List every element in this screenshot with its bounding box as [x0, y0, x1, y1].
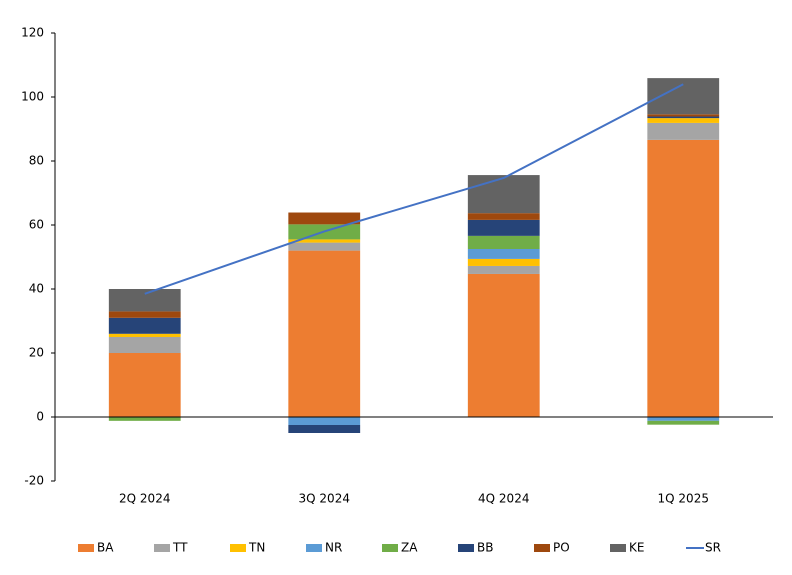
legend-label: BA — [97, 541, 114, 555]
bar-segment — [108, 353, 181, 417]
bar-segment — [108, 317, 181, 334]
bar-segment — [467, 175, 540, 214]
bar-segment — [467, 265, 540, 274]
bar-segment — [647, 116, 720, 119]
legend-swatch — [610, 544, 626, 552]
bar-segment — [647, 417, 720, 421]
bar-segment — [647, 114, 720, 117]
y-tick-label: 40 — [29, 282, 44, 296]
bar-segment — [647, 122, 720, 140]
bar-segment — [108, 289, 181, 312]
bar-segment — [108, 417, 181, 421]
legend-label: KE — [629, 541, 644, 555]
x-tick-label: 1Q 2025 — [658, 492, 709, 506]
y-tick-label: 0 — [36, 410, 44, 424]
bar-segment — [467, 235, 540, 249]
legend-swatch — [230, 544, 246, 552]
bar-segment — [647, 420, 720, 425]
legend-label: TN — [248, 541, 265, 555]
bar-segment — [288, 239, 361, 243]
legend-label: PO — [553, 541, 570, 555]
bar-segment — [467, 273, 540, 417]
y-tick-label: 120 — [21, 26, 44, 40]
bar-segment — [467, 219, 540, 236]
legend-label: NR — [325, 541, 342, 555]
legend-swatch — [382, 544, 398, 552]
y-tick-label: 100 — [21, 90, 44, 104]
bar-segment — [288, 425, 361, 433]
bar-segment — [647, 139, 720, 417]
legend-swatch — [306, 544, 322, 552]
legend-swatch — [78, 544, 94, 552]
x-tick-label: 4Q 2024 — [478, 492, 529, 506]
bar-segment — [108, 333, 181, 337]
y-tick-label: 80 — [29, 154, 44, 168]
x-tick-label: 3Q 2024 — [299, 492, 350, 506]
legend-label: BB — [477, 541, 493, 555]
legend-label: SR — [705, 541, 721, 555]
bar-segment — [467, 249, 540, 259]
y-tick-label: 20 — [29, 346, 44, 360]
line-series — [144, 83, 684, 295]
bar-segment — [108, 337, 181, 353]
legend-label: ZA — [401, 541, 418, 555]
bar-segment — [467, 258, 540, 266]
bar-segment — [288, 250, 361, 417]
y-tick-label: 60 — [29, 218, 44, 232]
bar-segment — [288, 417, 361, 425]
y-tick-label: -20 — [24, 474, 44, 488]
legend-swatch — [534, 544, 550, 552]
bar-segment — [108, 311, 181, 318]
bar-segment — [288, 242, 361, 251]
legend-swatch — [458, 544, 474, 552]
bar-segment — [288, 212, 361, 225]
x-tick-label: 2Q 2024 — [119, 492, 170, 506]
legend-label: TT — [172, 541, 188, 555]
bar-segment — [647, 118, 720, 123]
legend-swatch — [154, 544, 170, 552]
bar-segment — [467, 213, 540, 220]
